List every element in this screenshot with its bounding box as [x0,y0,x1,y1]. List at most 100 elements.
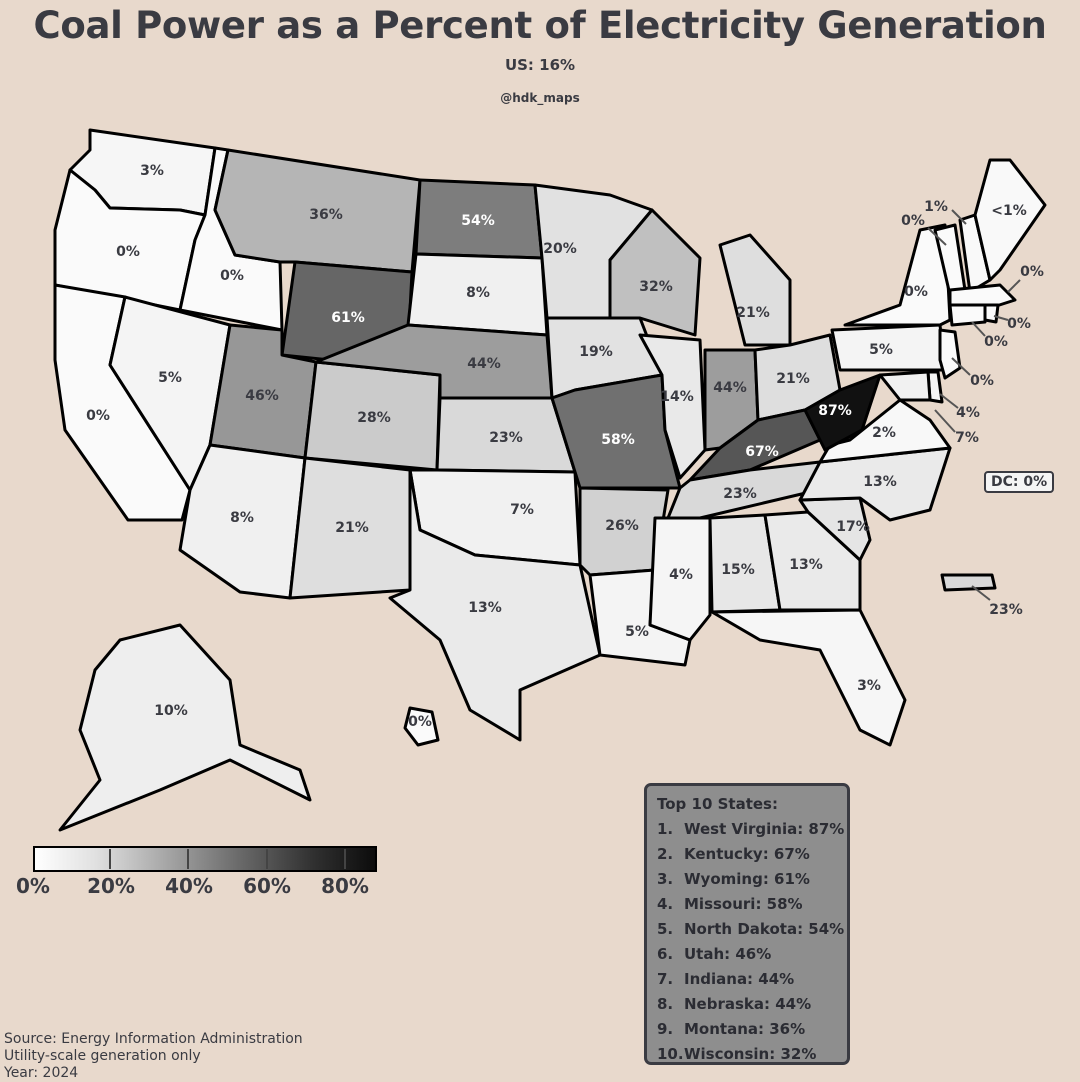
state-label-oklahoma: 7% [510,502,534,518]
author-credit: @hdk_maps [500,91,580,105]
list-item: 5. North Dakota: 54% [657,920,845,938]
list-item: 9. Montana: 36% [657,1020,806,1038]
legend-tick-mark [266,849,268,869]
state-rhode-island [983,303,1000,324]
leader-line-new-jersey [951,357,971,376]
state-michigan [718,233,792,347]
state-new-jersey [938,328,962,380]
legend-color-bar [33,846,377,872]
state-label-hawaii: 0% [408,714,432,730]
state-label-georgia: 13% [789,557,823,573]
state-hawaii [403,706,440,747]
state-label-maryland: 7% [955,430,979,446]
leader-line-massachusetts [1007,279,1021,293]
state-label-rhode-island: 0% [1007,316,1031,332]
legend-tick-label: 60% [243,874,291,898]
state-label-illinois: 14% [660,389,694,405]
us-total-subtitle: US: 16% [504,56,576,74]
top-10-heading: Top 10 States: [657,795,778,813]
leader-line-puerto-rico [971,585,991,601]
state-illinois [638,333,707,480]
legend-tick-label: 80% [321,874,369,898]
legend-tick-mark [109,849,111,869]
leader-line-maryland [934,409,956,433]
state-label-new-mexico: 21% [335,520,369,536]
state-label-north-carolina: 13% [863,474,897,490]
state-label-north-dakota: 54% [461,213,495,229]
top-10-list: 1. West Virginia: 87% 2. Kentucky: 67% 3. W… [657,817,845,1067]
state-alaska [58,623,312,832]
list-item: 8. Nebraska: 44% [657,995,812,1013]
state-label-michigan: 21% [736,305,770,321]
state-label-wisconsin: 32% [639,279,673,295]
state-mississippi [648,516,712,642]
state-label-ohio: 21% [776,371,810,387]
leader-line-vermont [927,227,947,246]
state-label-arkansas: 26% [605,518,639,534]
state-label-new-hampshire: 1% [924,199,948,215]
top-10-states-panel: Top 10 States: 1. West Virginia: 87% 2. Ke… [644,783,850,1065]
state-label-kentucky: 67% [745,444,779,460]
dc-label: DC: 0% [984,471,1055,493]
leader-line-delaware [939,393,959,409]
state-label-connecticut: 0% [984,334,1008,350]
legend-tick-label: 0% [16,874,50,898]
state-label-massachusetts: 0% [1020,264,1044,280]
state-label-vermont: 0% [901,213,925,229]
list-item: 2. Kentucky: 67% [657,845,810,863]
legend-tick-mark [187,849,189,869]
source-note: Source: Energy Information Administratio… [4,1031,303,1082]
list-item: 10.Wisconsin: 32% [657,1045,817,1063]
state-label-missouri: 58% [601,432,635,448]
state-connecticut [948,303,987,327]
state-label-kansas: 23% [489,430,523,446]
leader-line-rhode-island [993,315,1009,321]
state-georgia [763,510,862,612]
state-label-washington: 3% [140,163,164,179]
state-florida [710,608,907,747]
state-label-new-york: 0% [904,284,928,300]
state-massachusetts [948,283,1017,310]
state-label-louisiana: 5% [625,624,649,640]
state-label-iowa: 19% [579,344,613,360]
state-virginia [818,398,952,464]
state-label-west-virginia: 87% [818,403,852,419]
state-label-tennessee: 23% [723,486,757,502]
state-label-california: 0% [86,408,110,424]
source-line: Source: Energy Information Administratio… [4,1031,303,1047]
state-label-new-jersey: 0% [970,373,994,389]
list-item: 1. West Virginia: 87% [657,820,845,838]
state-maine [973,158,1047,282]
state-label-idaho: 0% [220,268,244,284]
state-label-texas: 13% [468,600,502,616]
state-label-nevada: 5% [158,370,182,386]
state-maryland [878,370,932,402]
list-item: 7. Indiana: 44% [657,970,795,988]
legend-tick-mark [344,849,346,869]
state-wisconsin [608,208,702,337]
list-item: 3. Wyoming: 61% [657,870,810,888]
state-new-york [843,223,952,327]
source-line: Year: 2024 [4,1065,79,1081]
state-label-mississippi: 4% [669,567,693,583]
state-label-delaware: 4% [956,405,980,421]
state-label-colorado: 28% [357,410,391,426]
leader-line-new-hampshire [951,209,967,225]
state-label-wyoming: 61% [331,310,365,326]
source-line: Utility-scale generation only [4,1048,201,1064]
map-title: Coal Power as a Percent of Electricity G… [33,4,1047,47]
legend-tick-label: 20% [87,874,135,898]
state-label-south-dakota: 8% [466,285,490,301]
state-puerto-rico [940,573,997,592]
list-item: 6. Utah: 46% [657,945,772,963]
state-label-pennsylvania: 5% [869,342,893,358]
state-west-virginia [803,373,882,452]
list-item: 4. Missouri: 58% [657,895,803,913]
state-label-puerto-rico: 23% [989,602,1023,618]
state-label-oregon: 0% [116,244,140,260]
state-label-virginia: 2% [872,425,896,441]
state-label-alaska: 10% [154,703,188,719]
state-label-florida: 3% [857,678,881,694]
state-label-utah: 46% [245,388,279,404]
